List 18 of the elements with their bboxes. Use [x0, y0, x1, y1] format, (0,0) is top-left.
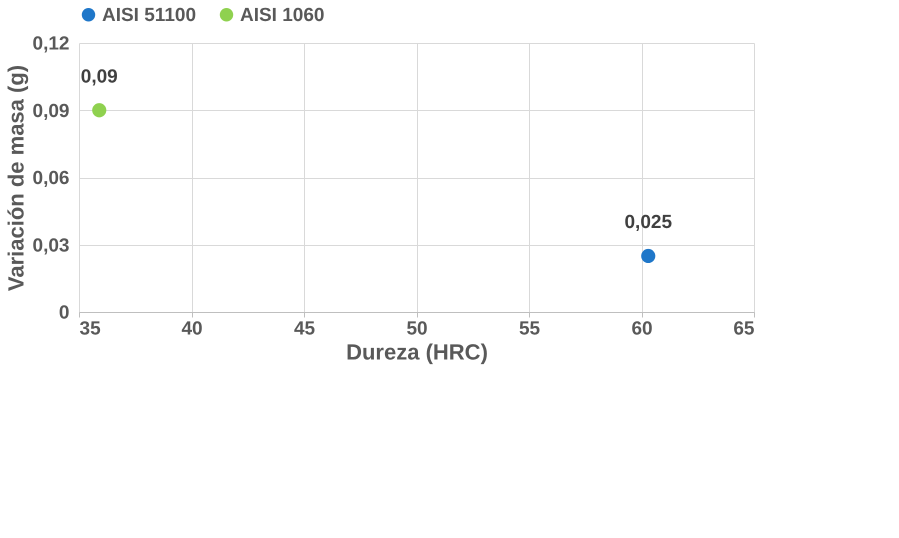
y-tick-label: 0,12: [32, 34, 70, 54]
x-tick-label: 35: [80, 318, 102, 340]
y-tick-label: 0,03: [32, 235, 70, 256]
x-tick-label: 65: [733, 318, 755, 340]
x-tick-label: 60: [631, 318, 653, 340]
x-tick-label: 40: [181, 318, 203, 340]
data-label: 0,025: [624, 212, 672, 233]
x-tick-label: 55: [518, 318, 540, 340]
y-tick-label: 0,06: [32, 168, 70, 189]
x-tick-label: 50: [406, 318, 428, 340]
x-axis-title: Dureza (HRC): [346, 340, 488, 364]
x-tick-label: 45: [294, 318, 316, 340]
data-label: 0,09: [80, 66, 118, 88]
legend-label: AISI 51100: [102, 4, 196, 26]
y-tick-label: 0,09: [32, 100, 70, 122]
y-tick-label: 0: [58, 302, 70, 324]
y-axis-title: Variación de masa (g): [4, 64, 29, 292]
legend-label: AISI 1060: [240, 4, 324, 26]
